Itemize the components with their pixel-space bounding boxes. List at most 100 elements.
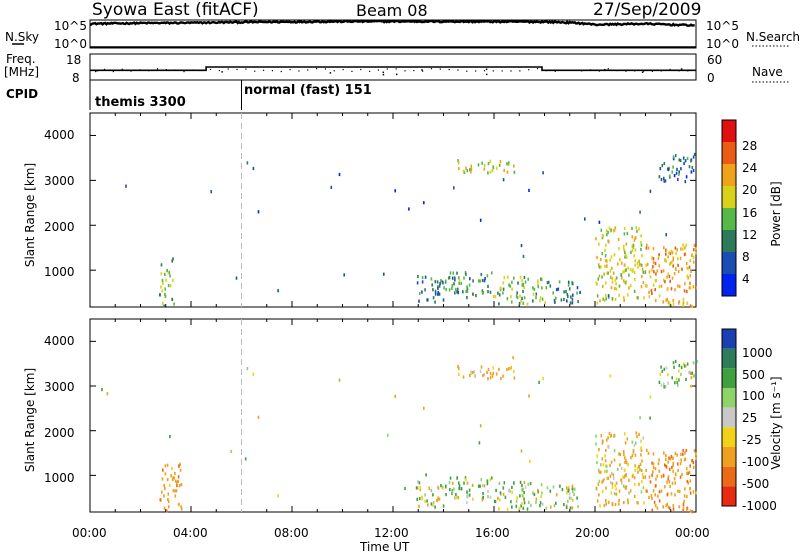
velocity-cell [494, 500, 497, 504]
power-cell [671, 170, 673, 174]
power-cell [645, 263, 647, 267]
power-cell [510, 295, 512, 299]
nave-dot [280, 70, 282, 73]
power-cell [685, 175, 688, 179]
power-cell [631, 269, 634, 273]
velocity-cell [519, 480, 522, 484]
nave-dot [413, 69, 415, 72]
power-cell [688, 286, 691, 290]
velocity-cell [163, 494, 165, 498]
velocity-cell [676, 453, 678, 457]
velocity-cell [605, 502, 607, 506]
velocity-cell [466, 492, 469, 496]
velocity-cell [613, 449, 616, 453]
velocity-cell [652, 465, 655, 470]
nave-dot [386, 68, 388, 70]
velocity-cell [513, 481, 515, 485]
power-cell [659, 167, 662, 171]
power-cell [522, 282, 524, 286]
velocity-cell [573, 487, 576, 491]
power-cell [486, 274, 489, 278]
power-cell [677, 270, 680, 274]
velocity-cell [695, 491, 697, 495]
power-cell [631, 248, 634, 253]
power-colorbar-segment [722, 252, 736, 274]
power-cell [599, 299, 601, 303]
velocity-cell [532, 491, 534, 495]
power-cell [670, 249, 673, 253]
velocity-cell [482, 492, 484, 496]
power-cell [677, 284, 679, 288]
power-cell [532, 299, 534, 303]
power-cell [430, 277, 433, 281]
nave-label: Nave [752, 65, 783, 79]
power-cell [516, 296, 519, 300]
power-cell [546, 281, 549, 285]
velocity-cell [669, 484, 671, 488]
velocity-cell [632, 451, 635, 455]
power-cell [692, 155, 695, 159]
power-cell [666, 297, 668, 301]
power-cell [634, 277, 636, 282]
power-cell [674, 267, 677, 271]
power-cell [644, 270, 647, 274]
power-cell [672, 302, 675, 306]
power-cell [563, 290, 565, 294]
velocity-cell [418, 481, 421, 485]
power-cell [626, 231, 629, 236]
velocity-cell [174, 471, 176, 476]
power-cell [685, 261, 688, 266]
velocity-cell [164, 464, 167, 468]
power-cell [449, 271, 452, 275]
power-cell [601, 234, 604, 238]
velocity-cell [686, 362, 689, 366]
power-cell [418, 299, 420, 303]
nave-dot [457, 69, 459, 71]
velocity-cell [466, 501, 468, 505]
velocity-cell [643, 501, 645, 505]
velocity-cell [601, 489, 604, 494]
power-cell [535, 292, 538, 296]
power-cell [666, 275, 668, 279]
power-cell [677, 263, 679, 267]
velocity-cbar-100: 100 [742, 389, 765, 403]
velocity-cell [174, 479, 177, 483]
velocity-cell [502, 492, 505, 496]
power-cell [671, 276, 674, 280]
power-cell [424, 288, 426, 292]
xtick-0800: 08:00 [274, 526, 309, 540]
velocity-cell [508, 488, 510, 492]
power-cell [673, 272, 676, 276]
power-cell [692, 248, 695, 252]
velocity-cell [602, 479, 604, 483]
velocity-cell [610, 491, 613, 495]
power-cell [520, 299, 522, 303]
velocity-cell [673, 477, 676, 481]
nave-dot [183, 70, 185, 73]
power-cell [678, 300, 681, 304]
power-cell [634, 259, 636, 263]
velocity-cell [627, 498, 629, 502]
velocity-cell [637, 501, 639, 505]
nave-dot [475, 70, 477, 72]
power-cell [618, 284, 621, 288]
velocity-cell [477, 484, 480, 488]
power-cell [631, 235, 634, 239]
power-cell [658, 175, 661, 179]
velocity-cell [682, 506, 685, 510]
power-cell [646, 243, 648, 247]
power-cell [539, 299, 541, 303]
velocity-cell [479, 369, 482, 373]
velocity-cell [622, 450, 625, 454]
nave-dot [121, 68, 123, 70]
power-cell [621, 276, 623, 280]
power-cell [481, 161, 483, 165]
velocity-cell [506, 507, 509, 511]
velocity-cell [511, 490, 513, 494]
power-cell [603, 298, 606, 303]
velocity-cell [539, 501, 542, 505]
velocity-cell [462, 375, 465, 379]
power-cell [635, 236, 637, 240]
velocity-cell [648, 475, 651, 479]
velocity-cell [571, 490, 574, 494]
